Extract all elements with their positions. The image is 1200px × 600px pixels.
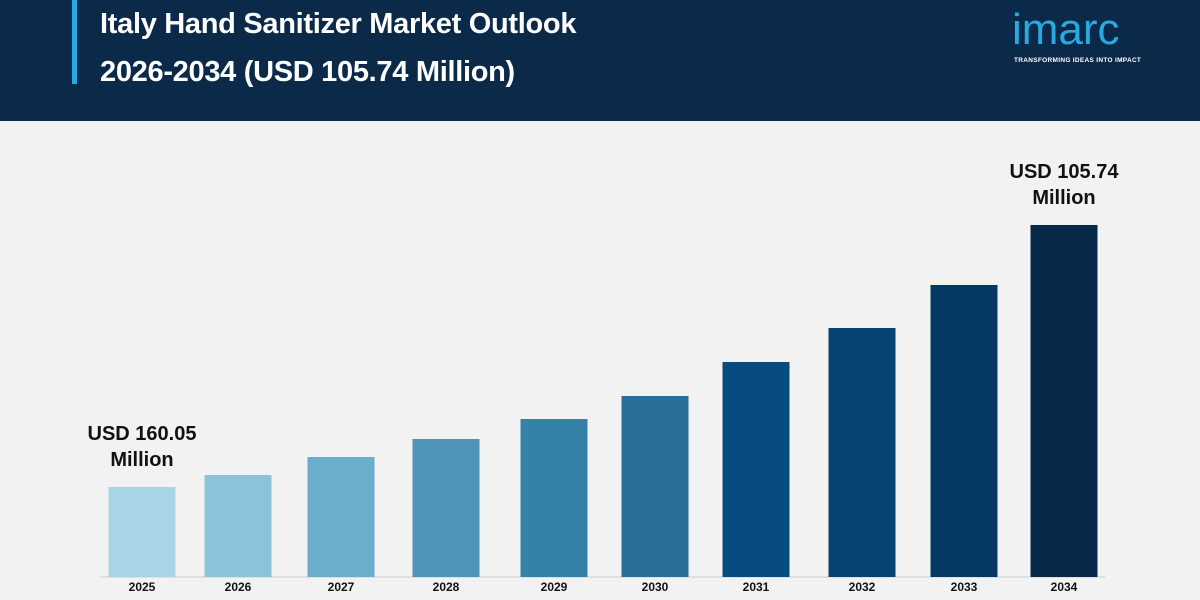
title-line-2: 2026-2034 (USD 105.74 Million): [100, 56, 515, 88]
page-title: Italy Hand Sanitizer Market Outlook 2026…: [100, 0, 576, 96]
accent-bar: [72, 0, 77, 84]
logo-wordmark: imarc: [1012, 5, 1120, 54]
x-tick-label-2031: 2031: [743, 580, 770, 594]
imarc-logo: imarc TRANSFORMING IDEAS INTO IMPACT: [1012, 8, 1172, 68]
annotation-value-2034: USD 105.74: [1010, 161, 1120, 183]
x-tick-label-2032: 2032: [849, 580, 876, 594]
bar-2032: [828, 328, 896, 577]
bar-2029: [520, 419, 588, 577]
x-tick-label-2034: 2034: [1051, 580, 1078, 594]
bar-2025: [108, 487, 176, 577]
title-line-1: Italy Hand Sanitizer Market Outlook: [100, 8, 577, 40]
x-tick-label-2033: 2033: [951, 580, 978, 594]
annotation-unit-2034: Million: [1032, 187, 1095, 209]
x-tick-label-2026: 2026: [225, 580, 252, 594]
bar-2028: [412, 439, 480, 577]
annotation-unit-2025: Million: [110, 449, 173, 471]
bar-2027: [307, 457, 375, 577]
bar-2030: [621, 396, 689, 577]
logo-tagline: TRANSFORMING IDEAS INTO IMPACT: [1014, 57, 1142, 64]
value-annotation-2034: USD 105.74 Million: [1010, 161, 1120, 209]
x-tick-label-2025: 2025: [129, 580, 156, 594]
bar-2031: [722, 362, 790, 577]
bar-2033: [930, 285, 998, 577]
x-tick-label-2030: 2030: [642, 580, 669, 594]
bar-2034: [1030, 225, 1098, 577]
header-banner: Italy Hand Sanitizer Market Outlook 2026…: [0, 0, 1200, 121]
bar-chart: 2025 2026 2027 2028 2029 2030 2031 2032 2033 2034…: [88, 161, 1120, 594]
value-annotation-2025: USD 160.05 Million: [88, 423, 197, 471]
x-tick-label-2028: 2028: [433, 580, 460, 594]
annotation-value-2025: USD 160.05: [88, 423, 197, 445]
x-tick-label-2029: 2029: [541, 580, 568, 594]
x-tick-label-2027: 2027: [328, 580, 355, 594]
bar-2026: [204, 475, 272, 577]
